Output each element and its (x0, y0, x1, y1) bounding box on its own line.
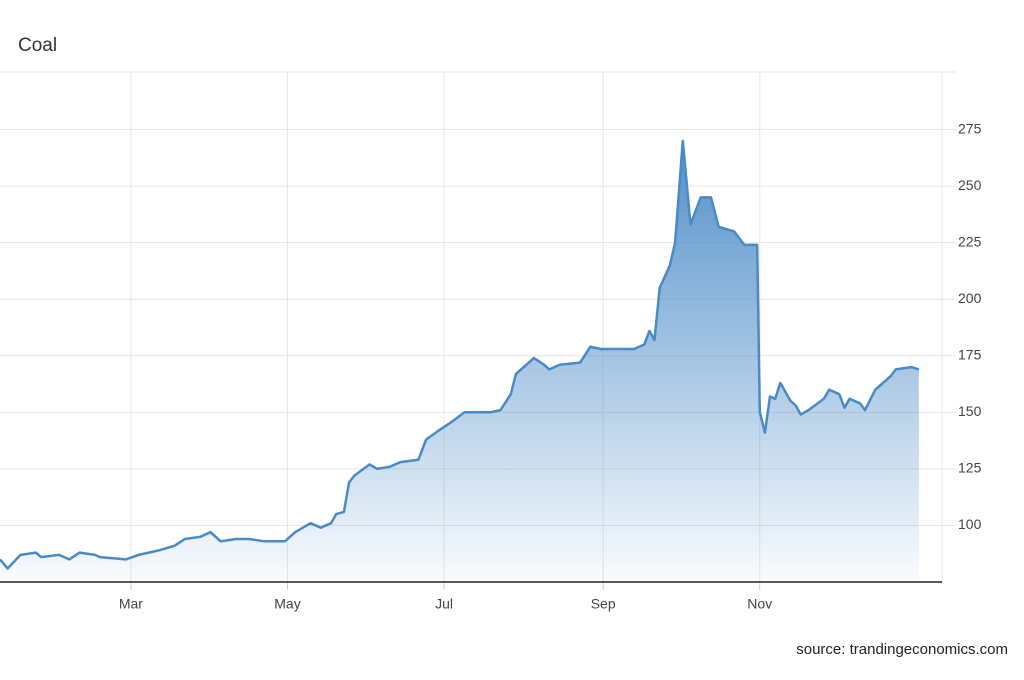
y-tick-label: 150 (958, 403, 982, 419)
y-tick-label: 225 (958, 233, 982, 249)
line (0, 139, 920, 570)
y-tick-label: 125 (958, 460, 982, 476)
x-tick-label: Nov (747, 596, 772, 612)
area (0, 140, 919, 582)
y-tick-label: 250 (958, 177, 982, 193)
source-note: source: trandingeconomics.com (796, 641, 1008, 658)
y-tick-label: 100 (958, 516, 982, 532)
x-tick-label: Jul (435, 596, 453, 612)
y-tick-label: 275 (958, 120, 982, 136)
x-tick-label: Sep (591, 596, 616, 612)
x-tick-label: Mar (119, 596, 143, 612)
x-tick-label: May (274, 596, 300, 612)
chart-title: Coal (18, 35, 57, 56)
y-tick-label: 175 (958, 346, 982, 362)
y-tick-label: 200 (958, 290, 982, 306)
